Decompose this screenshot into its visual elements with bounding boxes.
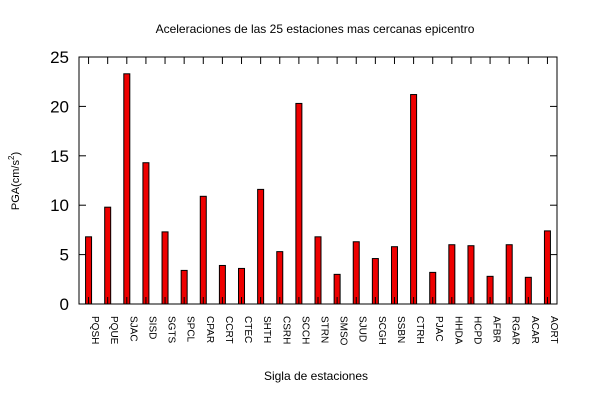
x-tick-label-pqsh: PQSH	[89, 316, 100, 344]
y-axis-label: PGA(cm/s2)	[7, 152, 22, 210]
x-tick-label-shth: SHTH	[261, 316, 272, 343]
x-tick-label-ssbn: SSBN	[395, 316, 406, 343]
bar-csrh	[276, 251, 284, 305]
x-tick-label-sjac: SJAC	[127, 316, 138, 342]
x-tick-label-afbr: AFBR	[491, 316, 502, 343]
x-tick-label-ccrt: CCRT	[223, 316, 234, 344]
bar-strn	[314, 236, 322, 305]
y-axis-label-exponent: 2	[7, 155, 16, 160]
bar-ctrh	[410, 94, 418, 305]
bar-shth	[257, 188, 265, 305]
x-tick-label-scch: SCCH	[299, 316, 310, 344]
x-tick-label-hhda: HHDA	[452, 316, 463, 345]
x-tick-label-sisd: SISD	[146, 316, 157, 339]
x-tick-label-strn: STRN	[319, 316, 330, 343]
x-tick-label-cpar: CPAR	[204, 316, 215, 343]
bar-sgts	[161, 231, 169, 305]
x-tick-label-pjac: PJAC	[433, 316, 444, 342]
bar-sjac	[123, 73, 131, 305]
x-tick-label-ctrh: CTRH	[414, 316, 425, 344]
x-tick-label-spcl: SPCL	[185, 316, 196, 343]
bar-pque	[104, 206, 112, 305]
x-tick-label-ctec: CTEC	[242, 316, 253, 343]
x-axis-ticks: PQSH PQUE SJAC SISD SGTS SPCL CPAR CCRT CTEC SHTH…	[88, 57, 559, 346]
x-tick-label-rgar: RGAR	[510, 316, 521, 345]
x-tick-label-pque: PQUE	[108, 316, 119, 345]
y-axis-ticks: 0 5 10 15 20 25	[50, 48, 557, 314]
bar-sisd	[142, 162, 150, 305]
x-tick-label-scgh: SCGH	[376, 316, 387, 345]
x-tick-label-sjud: SJUD	[357, 316, 368, 342]
chart-title: Aceleraciones de las 25 estaciones mas c…	[156, 22, 475, 36]
bar-pqsh	[85, 236, 93, 305]
x-tick-label-acar: ACAR	[529, 316, 540, 344]
x-tick-label-csrh: CSRH	[280, 316, 291, 344]
y-tick-label: 15	[50, 147, 69, 166]
bar-ssbn	[390, 246, 398, 305]
y-tick-label: 0	[60, 295, 69, 314]
bar-scch	[295, 102, 303, 305]
bar-hhda	[448, 244, 456, 305]
bar-aort	[543, 230, 551, 305]
bar-sjud	[352, 241, 360, 305]
y-tick-label: 5	[60, 246, 69, 265]
bars	[85, 73, 551, 305]
bar-rgar	[505, 244, 513, 305]
y-tick-label: 20	[50, 97, 69, 116]
x-tick-label-hcpd: HCPD	[471, 316, 482, 344]
y-tick-label: 10	[50, 196, 69, 215]
y-axis-label-main: PGA(cm/s	[10, 160, 22, 211]
x-tick-label-aort: AORT	[548, 316, 559, 344]
x-axis-label: Sigla de estaciones	[264, 369, 368, 383]
y-tick-label: 25	[50, 48, 69, 67]
y-axis-label-close: )	[10, 152, 22, 156]
x-tick-label-smso: SMSO	[338, 316, 349, 346]
bar-cpar	[199, 195, 207, 305]
bar-hcpd	[467, 245, 475, 305]
x-tick-label-sgts: SGTS	[166, 316, 177, 344]
